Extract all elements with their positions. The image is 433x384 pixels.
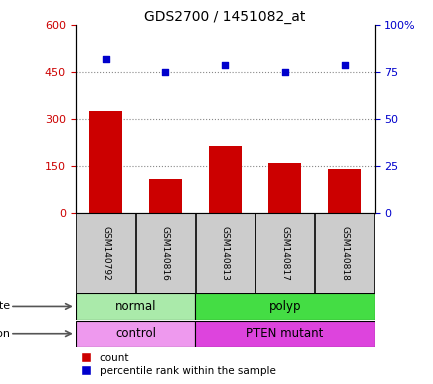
FancyBboxPatch shape (195, 321, 375, 347)
Text: GSM140816: GSM140816 (161, 226, 170, 281)
FancyBboxPatch shape (196, 214, 255, 293)
Bar (89, 111, 122, 214)
Bar (149, 179, 182, 214)
FancyBboxPatch shape (76, 214, 135, 293)
Text: normal: normal (115, 300, 156, 313)
Point (162, 69, 169, 75)
FancyBboxPatch shape (195, 293, 375, 319)
Text: control: control (115, 327, 156, 340)
FancyBboxPatch shape (76, 293, 195, 319)
Point (341, 61, 348, 68)
Text: polyp: polyp (268, 300, 301, 313)
Point (281, 69, 288, 75)
Point (222, 61, 229, 68)
Text: genotype/variation: genotype/variation (0, 329, 10, 339)
Point (102, 56, 109, 62)
Text: GSM140792: GSM140792 (101, 226, 110, 280)
Legend: count, percentile rank within the sample: count, percentile rank within the sample (81, 353, 276, 376)
Text: GSM140813: GSM140813 (221, 226, 229, 281)
FancyBboxPatch shape (315, 214, 374, 293)
Text: PTEN mutant: PTEN mutant (246, 327, 323, 340)
Bar (209, 146, 242, 214)
FancyBboxPatch shape (255, 214, 314, 293)
Text: disease state: disease state (0, 301, 10, 311)
Text: GSM140817: GSM140817 (281, 226, 289, 281)
FancyBboxPatch shape (76, 321, 195, 347)
Text: GSM140818: GSM140818 (340, 226, 349, 281)
Title: GDS2700 / 1451082_at: GDS2700 / 1451082_at (145, 10, 306, 24)
FancyBboxPatch shape (136, 214, 195, 293)
Bar (328, 169, 361, 214)
Bar (268, 163, 301, 214)
